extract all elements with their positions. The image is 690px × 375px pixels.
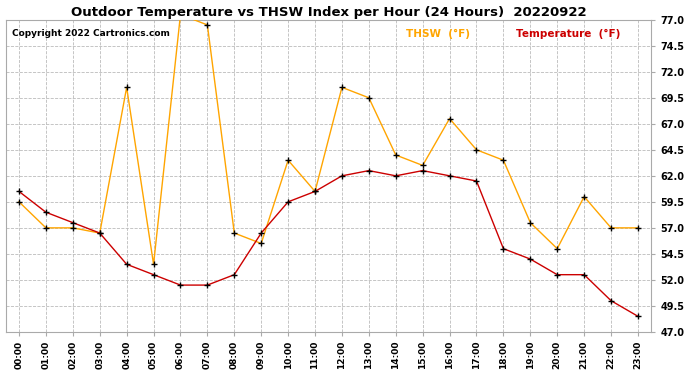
Title: Outdoor Temperature vs THSW Index per Hour (24 Hours)  20220922: Outdoor Temperature vs THSW Index per Ho…	[70, 6, 586, 18]
Text: THSW  (°F): THSW (°F)	[406, 29, 470, 39]
Text: Temperature  (°F): Temperature (°F)	[516, 29, 620, 39]
Text: Copyright 2022 Cartronics.com: Copyright 2022 Cartronics.com	[12, 29, 170, 38]
